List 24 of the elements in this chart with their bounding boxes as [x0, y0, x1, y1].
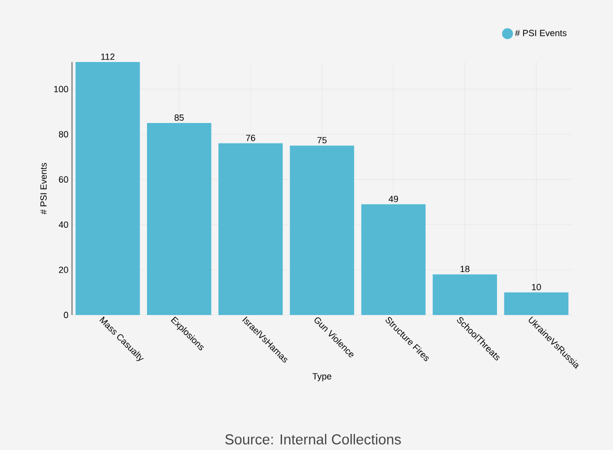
data-label: 112	[101, 54, 114, 60]
bar	[504, 292, 568, 315]
y-axis-title: # PSI Events	[40, 162, 47, 214]
y-tick-label: 20	[58, 266, 68, 273]
x-axis-title: Type	[312, 373, 332, 382]
bar	[218, 143, 283, 315]
data-label: 49	[388, 196, 398, 202]
data-label: 10	[532, 284, 541, 290]
bar	[290, 146, 354, 315]
y-tick-label: 40	[58, 221, 68, 228]
y-tick-label: 100	[54, 86, 68, 92]
y-tick-label: 0	[64, 312, 68, 318]
data-label: 75	[317, 137, 327, 144]
bar	[361, 204, 426, 315]
y-tick-label: 60	[58, 176, 68, 183]
y-tick-label: 80	[58, 131, 68, 138]
data-label: 76	[246, 134, 256, 142]
bar	[147, 122, 212, 315]
source-note: Source: Internal Collections	[225, 434, 401, 444]
bar	[432, 274, 497, 315]
data-label: 85	[174, 114, 184, 121]
legend-label: # PSI Events	[515, 30, 566, 36]
data-label: 18	[460, 266, 470, 272]
bar	[76, 62, 140, 315]
